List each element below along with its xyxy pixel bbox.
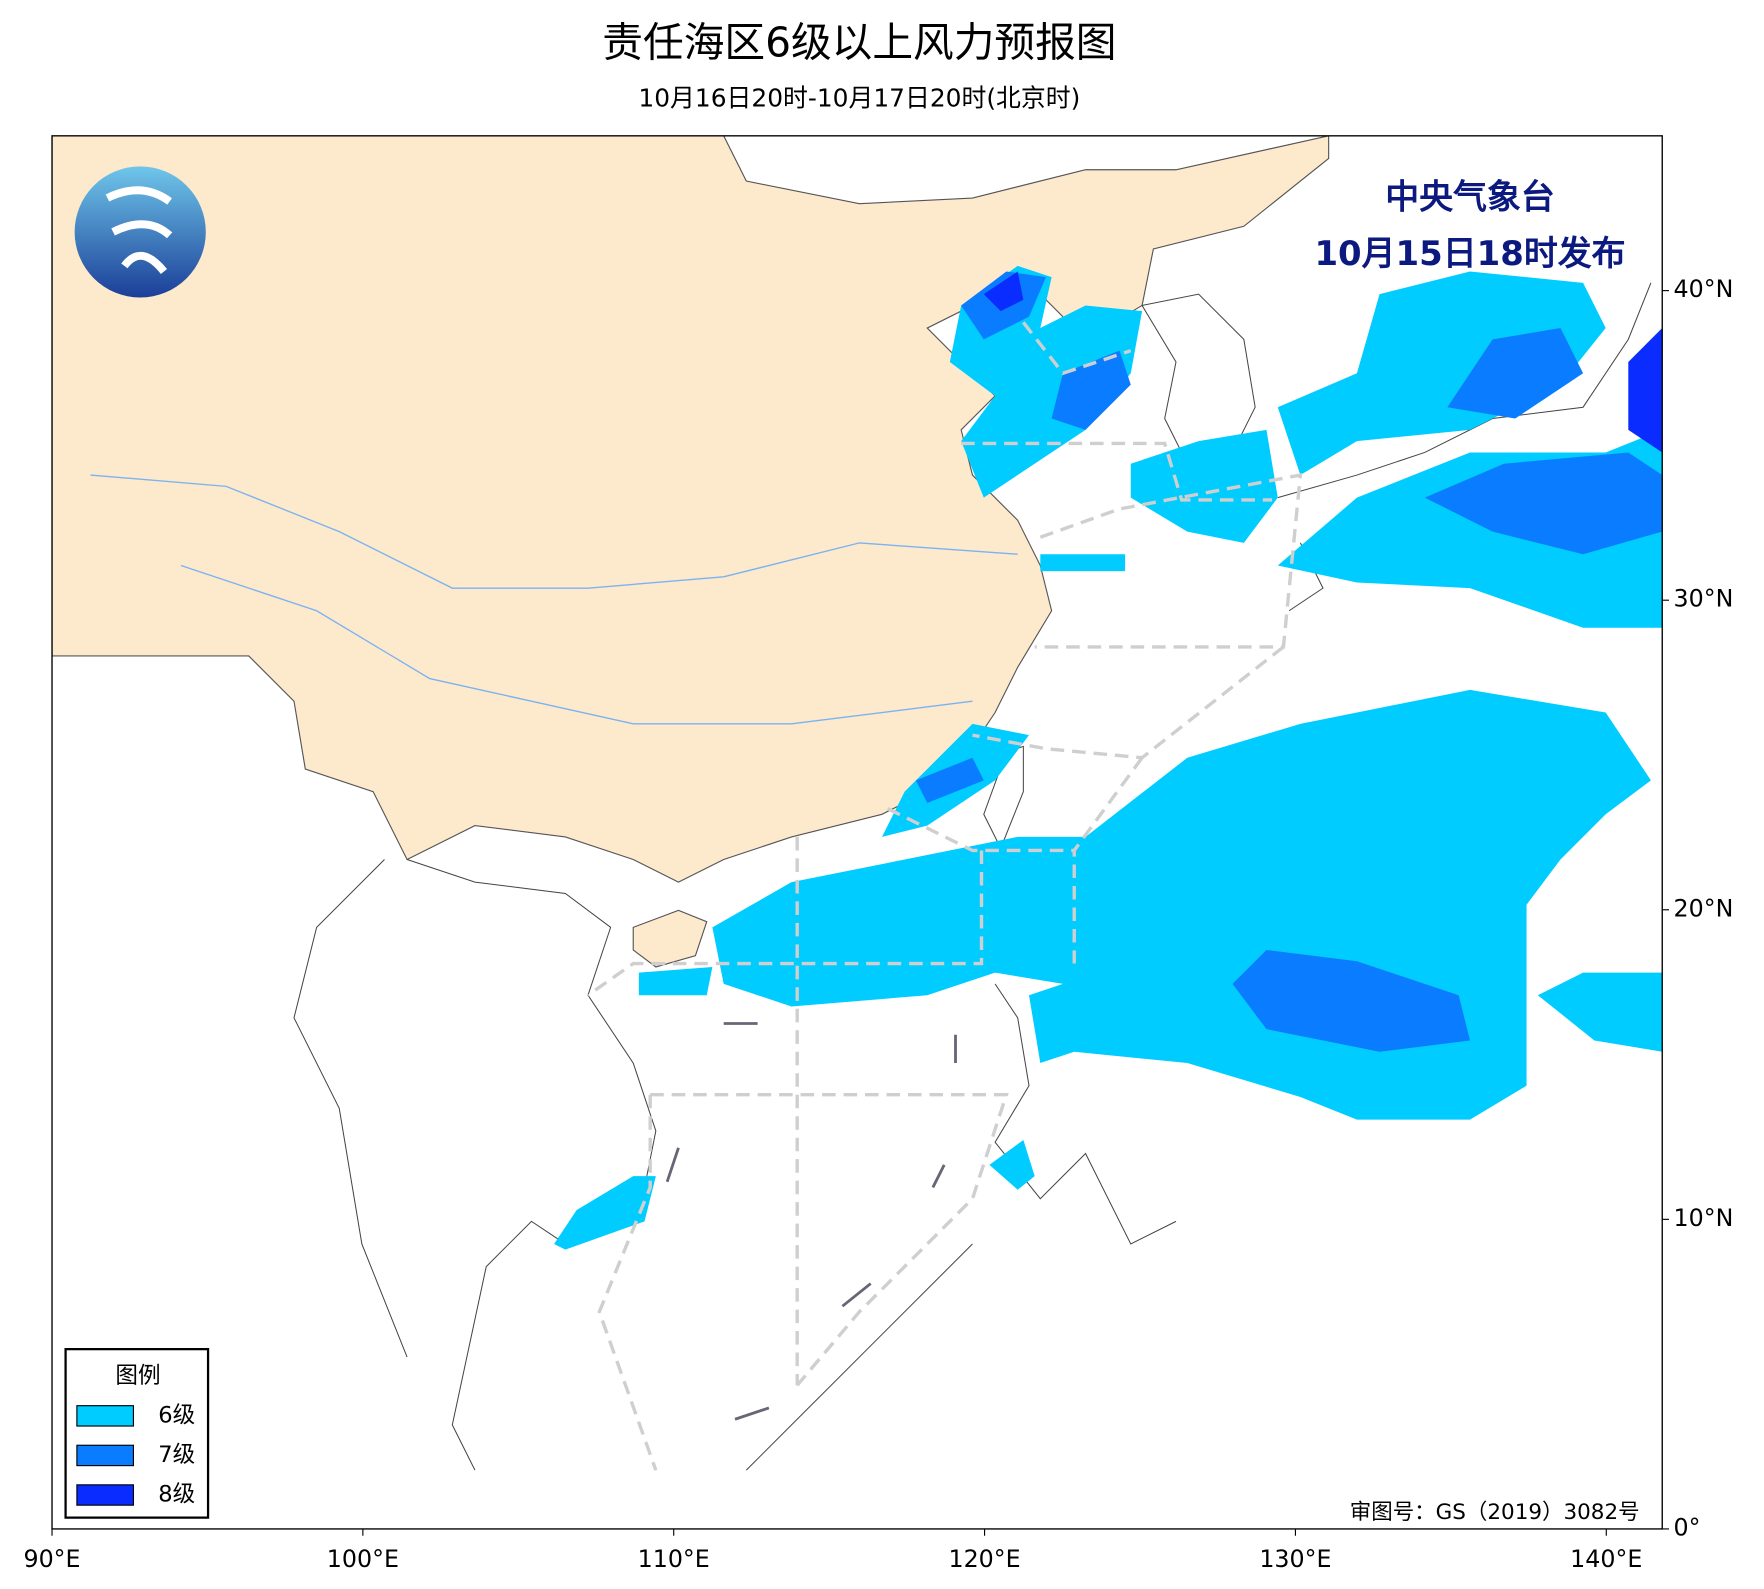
sea-zone-lines — [587, 321, 1303, 1471]
wind-area — [1537, 972, 1663, 1052]
wind-area — [1628, 328, 1663, 453]
wind-area — [1447, 328, 1584, 419]
y-tick-label: 10°N — [1674, 1204, 1734, 1232]
wind-area — [1277, 271, 1606, 476]
wind-area — [554, 1176, 656, 1250]
y-tick-label: 40°N — [1674, 275, 1734, 303]
sea-zone-line — [587, 645, 1285, 997]
x-tick-label: 90°E — [23, 1545, 80, 1573]
wind-areas — [554, 265, 1663, 1250]
legend-box — [64, 1348, 210, 1519]
y-tick-label: 0° — [1674, 1513, 1701, 1541]
map-subtitle: 10月16日20时-10月17日20时(北京时) — [638, 84, 1080, 113]
map-frame — [51, 135, 1663, 1530]
wind-area — [1130, 429, 1278, 543]
legend: 图例 6级 7级 8级 — [64, 1348, 210, 1519]
land-china — [52, 135, 1330, 883]
wind-area — [989, 1139, 1035, 1190]
legend-swatch — [76, 1444, 134, 1467]
logo — [74, 166, 206, 298]
coast-philippines — [745, 983, 1177, 1471]
x-tick-label: 130°E — [1259, 1545, 1331, 1573]
wind-area — [1232, 949, 1470, 1052]
land-hainan — [632, 909, 708, 968]
wind-area — [1040, 554, 1126, 572]
x-tick-label: 120°E — [948, 1545, 1020, 1573]
islands — [665, 1022, 957, 1421]
river — [90, 474, 1018, 725]
legend-label: 6级 — [158, 1402, 195, 1428]
logo-glyph — [105, 186, 173, 275]
issue-time: 10月15日18时发布 — [1314, 234, 1625, 273]
legend-swatch — [76, 1405, 134, 1427]
coast-taiwan — [983, 745, 1024, 850]
x-tick-label: 110°E — [638, 1545, 710, 1573]
y-tick-label: 30°N — [1674, 585, 1734, 613]
approval-number: 审图号：GS（2019）3082号 — [1350, 1500, 1640, 1525]
wind-area — [915, 757, 984, 803]
legend-swatch — [76, 1484, 134, 1506]
x-tick-label: 140°E — [1570, 1545, 1642, 1573]
wind-area — [983, 271, 1024, 312]
map-body — [52, 135, 1663, 1471]
issuer-name: 中央气象台 — [1385, 178, 1555, 217]
sea-zone-line — [597, 836, 1009, 1471]
legend-label: 7级 — [158, 1442, 195, 1468]
wind-area — [1424, 452, 1663, 555]
coast-indochina — [293, 859, 657, 1471]
legend-label: 8级 — [158, 1482, 195, 1508]
map-title: 责任海区6级以上风力预报图 — [602, 18, 1116, 66]
wind-area — [638, 966, 713, 996]
y-tick-label: 20°N — [1674, 894, 1734, 922]
logo-disc — [74, 166, 206, 298]
sea-zone-line — [961, 321, 1303, 649]
x-tick-label: 100°E — [327, 1545, 399, 1573]
legend-title: 图例 — [115, 1363, 160, 1389]
